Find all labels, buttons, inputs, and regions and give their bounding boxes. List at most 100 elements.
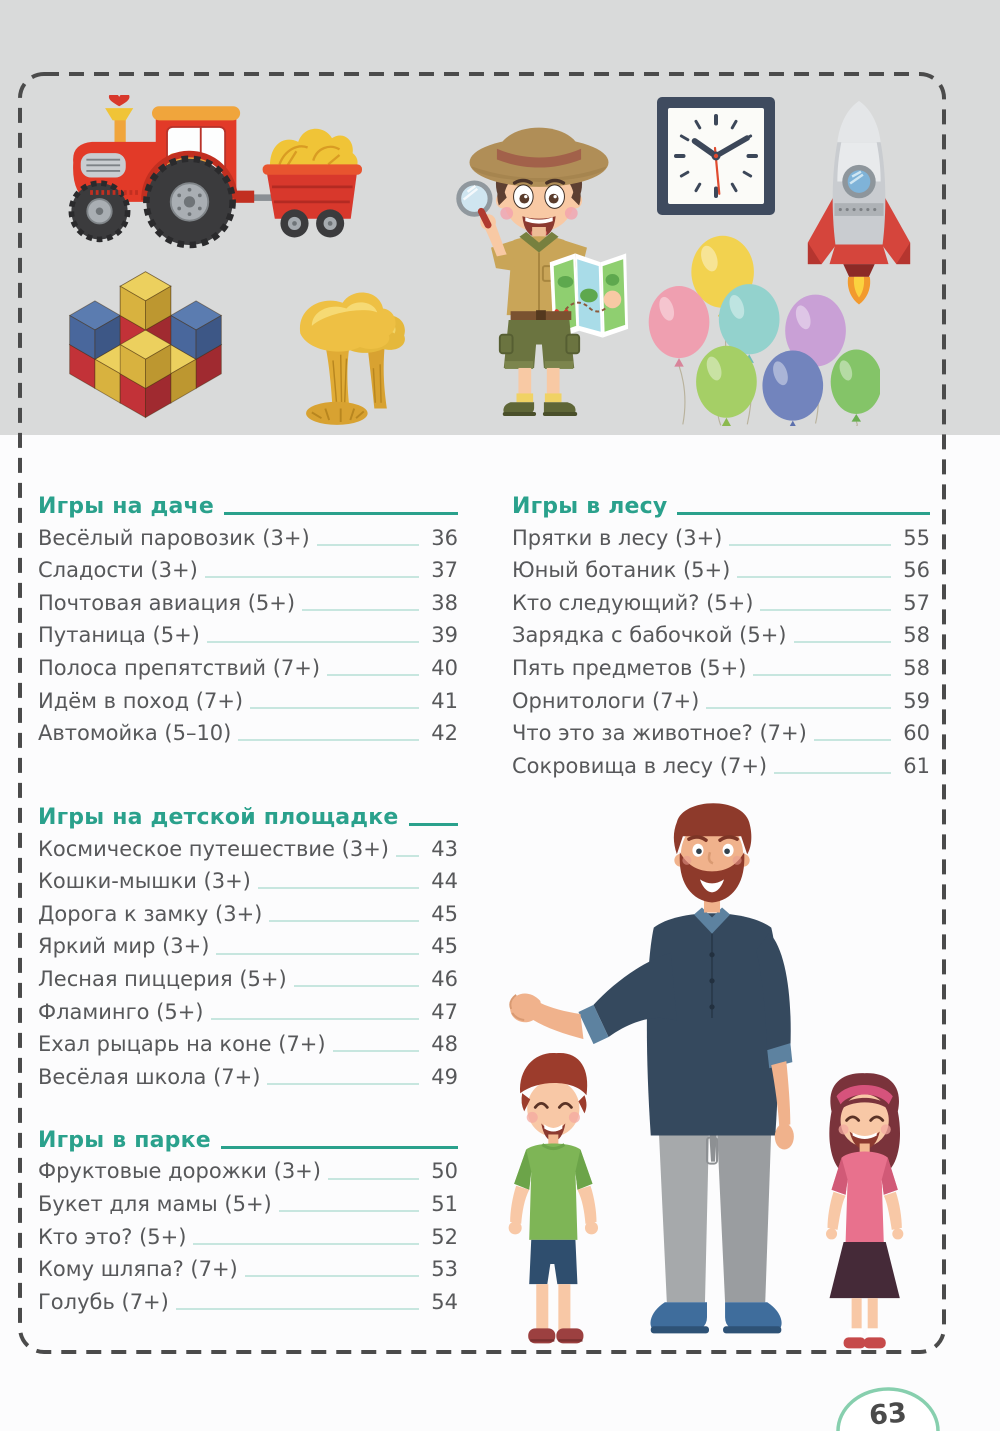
toc-item-label: Путаница (5+) — [38, 623, 200, 648]
toc-section-title: Игры в лесу — [512, 494, 668, 519]
toc-item-page: 42 — [431, 721, 458, 746]
toc-item-page: 49 — [431, 1064, 458, 1089]
toc-item: Почтовая авиация (5+) 38 — [38, 585, 458, 618]
toc-item: Голубь (7+) 54 — [38, 1284, 458, 1317]
toc-item: Кто это? (5+) 52 — [38, 1219, 458, 1252]
toc-column-right: Игры в лесу Прятки в лесу (3+) 55 Юный бота… — [512, 480, 930, 781]
leader-line — [737, 576, 891, 579]
toc-item: Букет для мамы (5+) 51 — [38, 1187, 458, 1220]
chanterelle-mushrooms-icon — [299, 292, 405, 425]
toc-item-label: Идём в поход (7+) — [38, 688, 244, 713]
toc-item-label: Весёлая школа (7+) — [38, 1064, 261, 1089]
toc-item-label: Ехал рыцарь на коне (7+) — [38, 1032, 326, 1057]
toc-item-label: Юный ботаник (5+) — [512, 558, 731, 583]
toc-item: Кто следующий? (5+) 57 — [512, 585, 930, 618]
toc-item-label: Яркий мир (3+) — [38, 934, 210, 959]
toc-item-label: Полоса препятствий (7+) — [38, 655, 321, 680]
toc-item-label: Прятки в лесу (3+) — [512, 525, 723, 550]
toc-item: Ехал рыцарь на коне (7+) 48 — [38, 1027, 458, 1060]
leader-line — [327, 1177, 419, 1180]
toc-item: Сладости (3+) 37 — [38, 553, 458, 586]
toc-item: Кошки-мышки (3+) 44 — [38, 864, 458, 897]
toc-item-page: 60 — [903, 721, 930, 746]
leader-line — [204, 576, 419, 579]
toc-item-page: 58 — [903, 623, 930, 648]
toc-item-label: Космическое путешествие (3+) — [38, 836, 389, 861]
toc-section-title: Игры в парке — [38, 1127, 211, 1153]
toc-section: Игры на детской площадке Космическое путе… — [38, 791, 458, 1092]
rocket-icon — [807, 100, 911, 305]
tractor-with-hay-cart-icon — [68, 95, 362, 249]
toc-item-page: 37 — [431, 558, 458, 583]
toc-item: Полоса препятствий (7+) 40 — [38, 650, 458, 683]
toc-item-page: 43 — [431, 836, 458, 861]
leader-line — [193, 1242, 419, 1245]
toc-item-page: 41 — [431, 688, 458, 713]
toc-section-title: Игры на даче — [38, 494, 214, 519]
toc-item-page: 54 — [431, 1289, 458, 1314]
toc-item-label: Лесная пиццерия (5+) — [38, 967, 287, 992]
toc-section: Игры на даче Весёлый паровозик (3+) 36 Слад… — [38, 480, 458, 748]
leader-line — [175, 1307, 419, 1310]
toc-item-label: Зарядка с бабочкой (5+) — [512, 623, 787, 648]
toc-item: Весёлая школа (7+) 49 — [38, 1059, 458, 1092]
wall-clock-icon — [657, 97, 775, 215]
leader-line — [269, 919, 419, 922]
toc-item-label: Почтовая авиация (5+) — [38, 590, 296, 615]
leader-line — [753, 673, 891, 676]
toc-item-label: Кто следующий? (5+) — [512, 590, 754, 615]
leader-line — [793, 641, 891, 644]
toc-item-page: 38 — [431, 590, 458, 615]
toc-item-label: Фруктовые дорожки (3+) — [38, 1159, 321, 1184]
toc-item-label: Кому шляпа? (7+) — [38, 1257, 238, 1282]
toc-item-label: Сокровища в лесу (7+) — [512, 753, 768, 778]
toc-item: Весёлый паровозик (3+) 36 — [38, 520, 458, 553]
toc-item: Юный ботаник (5+) 56 — [512, 553, 930, 586]
toc-item: Яркий мир (3+) 45 — [38, 929, 458, 962]
toc-item-page: 52 — [431, 1224, 458, 1249]
leader-line — [395, 854, 419, 857]
leader-line — [729, 543, 891, 546]
toc-column-left: Игры на даче Весёлый паровозик (3+) 36 Слад… — [38, 480, 458, 1360]
toc-item-page: 46 — [431, 967, 458, 992]
toc-item-label: Орнитологи (7+) — [512, 688, 700, 713]
toc-item-page: 56 — [903, 558, 930, 583]
heading-rule — [220, 1145, 458, 1149]
father-figure — [509, 803, 794, 1334]
leader-line — [210, 1017, 419, 1020]
toc-item-page: 61 — [903, 753, 930, 778]
heading-rule — [223, 512, 458, 515]
toc-item-label: Фламинго (5+) — [38, 999, 204, 1024]
toc-item-page: 39 — [431, 623, 458, 648]
toc-item: Что это за животное? (7+) 60 — [512, 716, 930, 749]
leader-line — [774, 771, 891, 774]
toc-item-page: 50 — [431, 1159, 458, 1184]
family-illustration — [508, 803, 904, 1349]
leader-line — [238, 739, 419, 742]
toc-item-page: 59 — [903, 688, 930, 713]
toc-item: Путаница (5+) 39 — [38, 618, 458, 651]
toc-item-label: Букет для мамы (5+) — [38, 1192, 272, 1217]
leader-line — [216, 952, 419, 955]
toy-blocks-icon — [68, 271, 223, 419]
toc-item-page: 44 — [431, 869, 458, 894]
toc-section: Игры в лесу Прятки в лесу (3+) 55 Юный бота… — [512, 480, 930, 781]
toc-item: Космическое путешествие (3+) 43 — [38, 831, 458, 864]
leader-line — [332, 1050, 419, 1053]
toc-section: Игры в парке Фруктовые дорожки (3+) 50 Буке… — [38, 1114, 458, 1317]
toc-item-label: Автомойка (5–10) — [38, 721, 232, 746]
leader-line — [267, 1082, 419, 1085]
page-number-badge: 63 — [836, 1387, 940, 1431]
toc-item-page: 40 — [431, 655, 458, 680]
toc-item-label: Кто это? (5+) — [38, 1224, 187, 1249]
leader-line — [278, 1210, 419, 1213]
toc-item-page: 36 — [431, 525, 458, 550]
boy-figure — [508, 1052, 599, 1344]
balloons-icon — [648, 235, 880, 427]
toc-item: Орнитологи (7+) 59 — [512, 683, 930, 716]
toc-item-page: 47 — [431, 999, 458, 1024]
toc-item: Пять предметов (5+) 58 — [512, 650, 930, 683]
toc-item: Автомойка (5–10) 42 — [38, 716, 458, 749]
explorer-boy-illustration — [456, 127, 629, 416]
